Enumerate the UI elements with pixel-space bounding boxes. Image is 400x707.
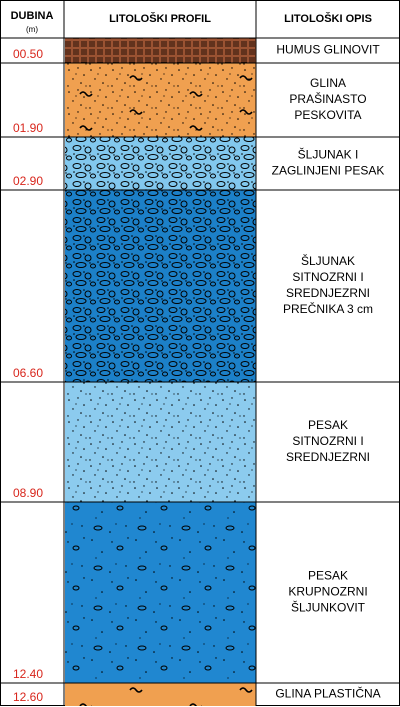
depth-label: 01.90 bbox=[13, 121, 43, 135]
description-line: PRAŠINASTO bbox=[289, 91, 366, 106]
profile-header: LITOLOŠKI PROFIL bbox=[109, 12, 211, 25]
description-line: SREDNJEZRNI bbox=[286, 450, 370, 464]
description-line: SITNOZRNI I bbox=[292, 270, 363, 284]
depth-label: 12.40 bbox=[13, 667, 43, 681]
description-line: HUMUS GLINOVIT bbox=[276, 43, 380, 57]
description-line: ŠLJUNAK I bbox=[298, 147, 359, 162]
layer-fill bbox=[65, 382, 256, 502]
layer-fill bbox=[65, 63, 256, 137]
description-line: SREDNJEZRNI bbox=[286, 286, 370, 300]
description-line: ŠLJUNKOVIT bbox=[291, 600, 366, 615]
description-line: PESAK bbox=[308, 569, 348, 583]
description-line: PESAK bbox=[308, 418, 348, 432]
layer-fill bbox=[65, 38, 256, 63]
description-line: KRUPNOZRNI bbox=[288, 585, 367, 599]
description-line: GLINA PLASTIČNA bbox=[275, 686, 380, 701]
layer-fill bbox=[65, 683, 256, 706]
depth-label: 00.50 bbox=[13, 47, 43, 61]
depth-label: 02.90 bbox=[13, 174, 43, 188]
description-line: PREČNIKA 3 cm bbox=[283, 301, 373, 316]
description-line: GLINA bbox=[310, 76, 346, 90]
depth-label: 12.60 bbox=[13, 690, 43, 704]
layer-fill bbox=[65, 137, 256, 190]
depth-label: 08.90 bbox=[13, 486, 43, 500]
description-line: SITNOZRNI I bbox=[292, 434, 363, 448]
depth-label: 06.60 bbox=[13, 366, 43, 380]
layer-fill bbox=[65, 190, 256, 382]
depth-unit: (m) bbox=[26, 25, 38, 34]
description-line: ŠLJUNAK bbox=[301, 253, 355, 268]
description-header: LITOLOŠKI OPIS bbox=[284, 12, 372, 25]
layer-fill bbox=[65, 502, 256, 683]
description-line: ZAGLINJENI PESAK bbox=[272, 164, 385, 178]
depth-header: DUBINA bbox=[11, 10, 54, 22]
description-line: PESKOVITA bbox=[294, 108, 361, 122]
